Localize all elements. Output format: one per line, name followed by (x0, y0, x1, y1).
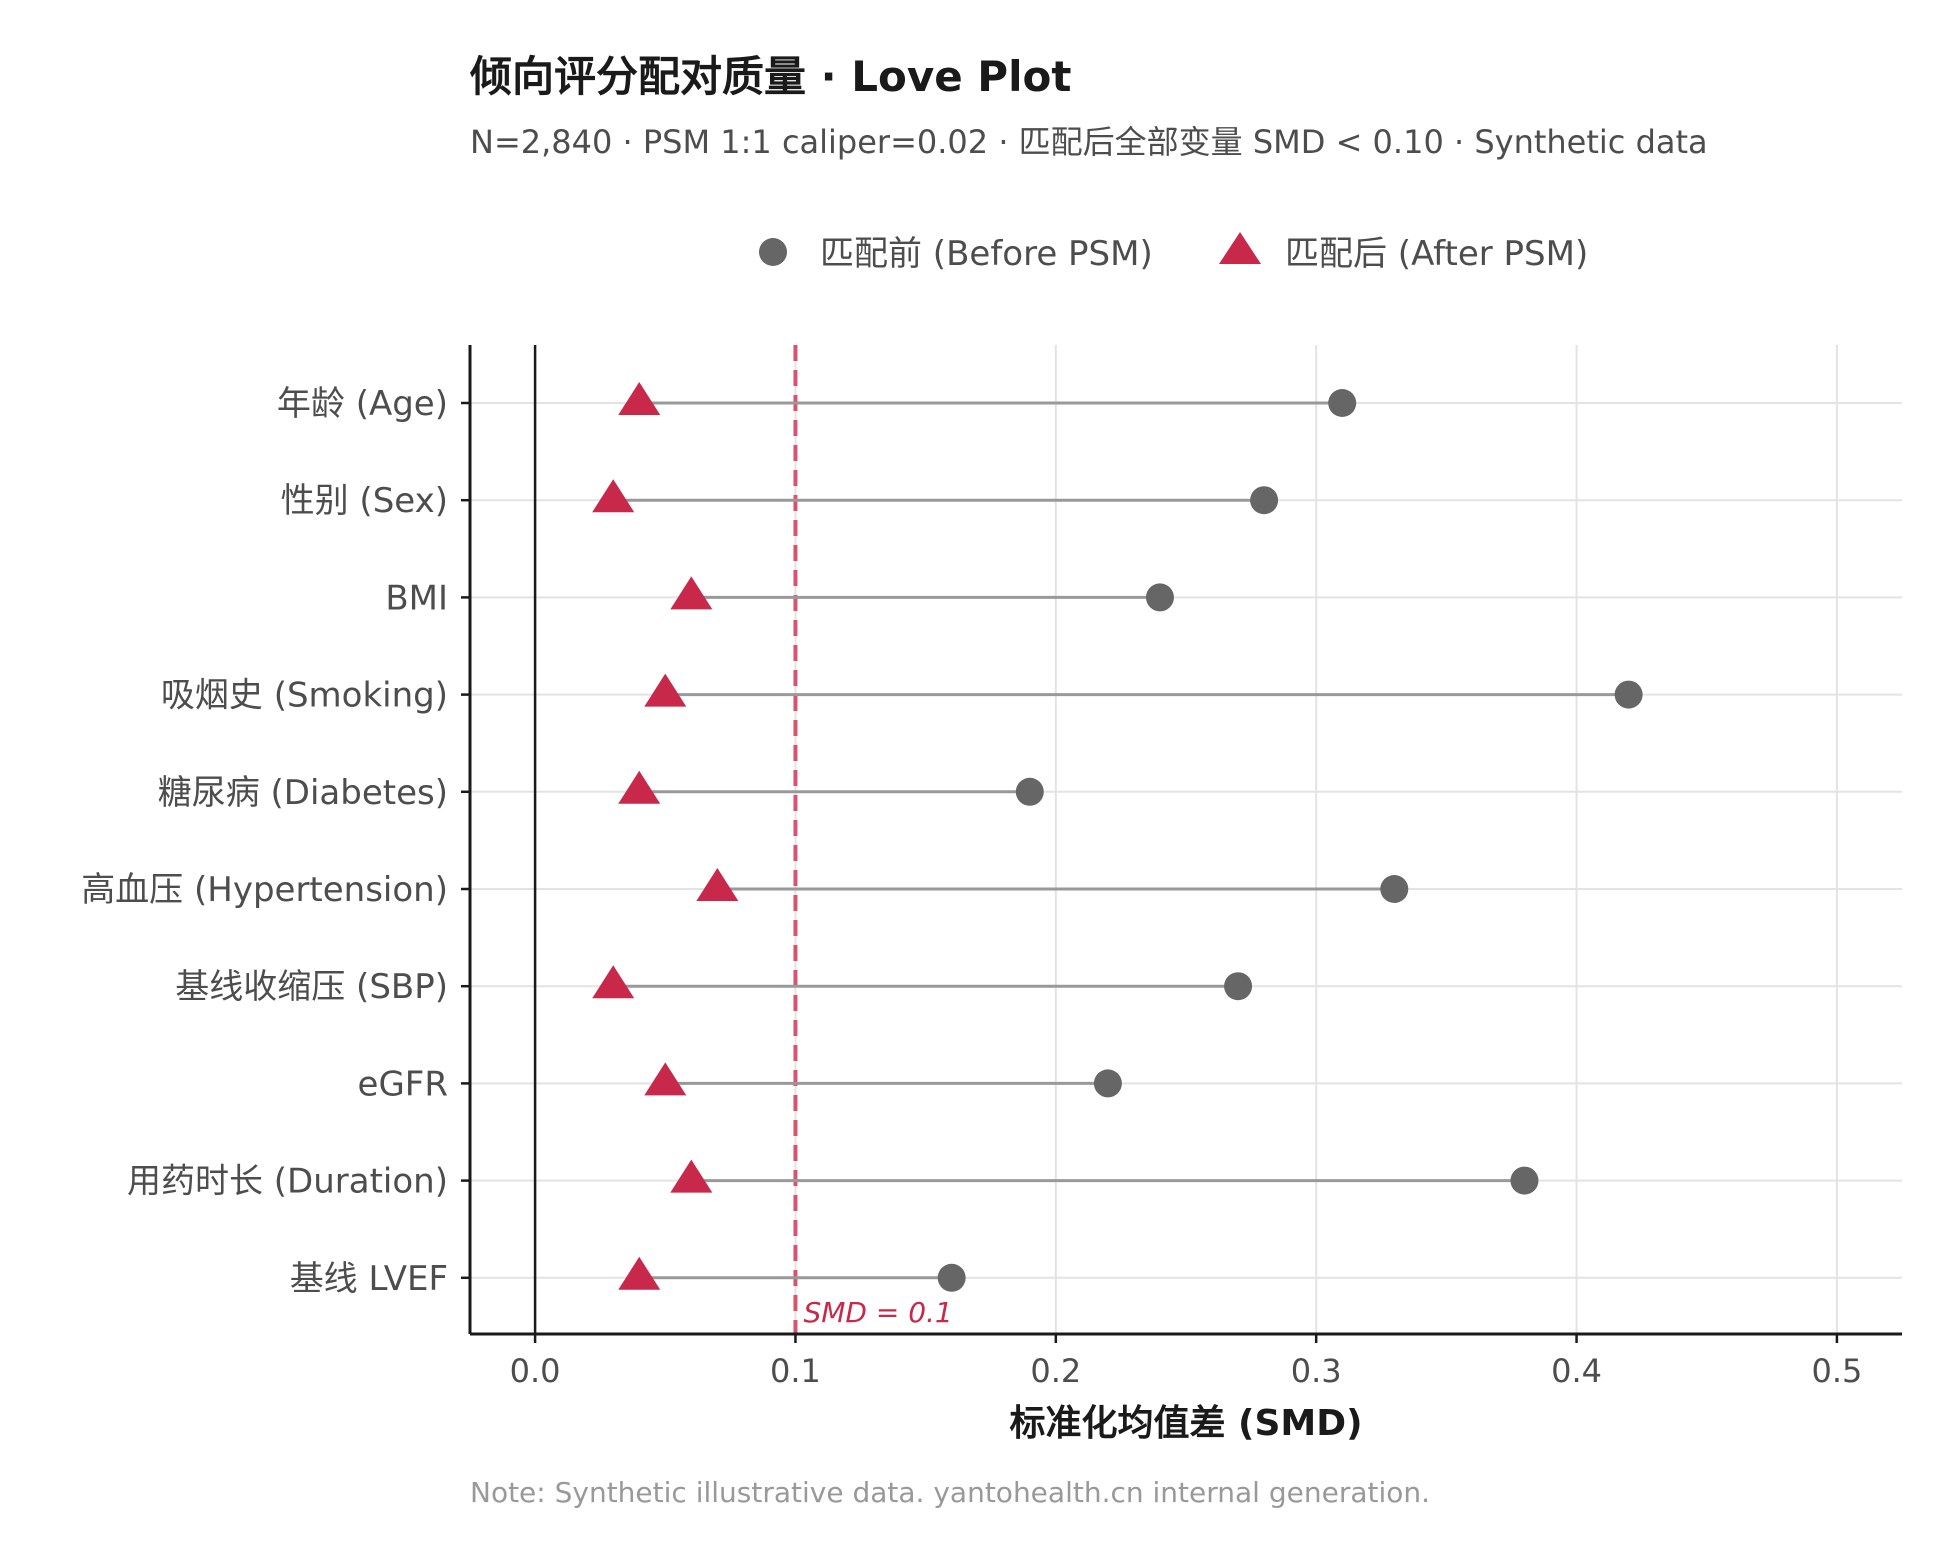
before-point (937, 1263, 966, 1292)
x-tick-label: 0.0 (510, 1352, 561, 1390)
x-tick-label: 0.1 (770, 1352, 821, 1390)
chart-subtitle: N=2,840 · PSM 1:1 caliper=0.02 · 匹配后全部变量… (470, 123, 1708, 161)
footnote: Note: Synthetic illustrative data. yanto… (470, 1476, 1430, 1509)
after-point (644, 673, 687, 707)
before-point (1224, 972, 1253, 1001)
y-tick-label: 用药时长 (Duration) (127, 1162, 448, 1202)
y-tick-label: 性别 (Sex) (281, 481, 448, 521)
y-tick-label: 糖尿病 (Diabetes) (158, 773, 448, 813)
before-point (1145, 583, 1174, 612)
before-point (1510, 1166, 1539, 1195)
after-point (644, 1062, 687, 1096)
y-tick-label: 高血压 (Hypertension) (81, 870, 448, 910)
after-point (670, 1159, 713, 1193)
x-tick-label: 0.5 (1811, 1352, 1862, 1390)
before-point (1380, 875, 1409, 903)
legend-before-label: 匹配前 (Before PSM) (820, 234, 1153, 274)
threshold-label: SMD = 0.1 (803, 1296, 952, 1329)
y-tick-label: 年龄 (Age) (277, 384, 448, 424)
x-tick-label: 0.2 (1030, 1352, 1081, 1390)
before-point (1093, 1069, 1122, 1098)
y-tick-label: 基线 LVEF (290, 1259, 448, 1299)
legend-before-marker (759, 238, 787, 266)
legend: 匹配前 (Before PSM) 匹配后 (After PSM) (759, 232, 1588, 274)
y-tick-label: eGFR (358, 1064, 448, 1104)
y-tick-label: 吸烟史 (Smoking) (161, 676, 448, 716)
x-tick-label: 0.3 (1291, 1352, 1342, 1390)
x-tick-label: 0.4 (1551, 1352, 1602, 1390)
after-point (618, 382, 661, 415)
legend-after-label: 匹配后 (After PSM) (1285, 234, 1588, 274)
after-point (618, 770, 661, 804)
after-point (696, 868, 739, 901)
y-tick-label: BMI (385, 578, 448, 618)
chart-title: 倾向评分配对质量 · Love Plot (469, 52, 1071, 101)
x-axis-label: 标准化均值差 (SMD) (1009, 1403, 1362, 1444)
before-point (1015, 777, 1044, 806)
legend-after-marker (1219, 232, 1261, 264)
after-point (618, 1256, 661, 1290)
after-point (592, 965, 635, 999)
after-point (592, 479, 635, 513)
after-point (670, 576, 713, 610)
y-tick-label: 基线收缩压 (SBP) (175, 967, 448, 1007)
plot-area: SMD = 0.1 0.0 0.1 0.2 0.3 0.4 0.5 年龄 (Age) 性别 (S… (81, 345, 1902, 1390)
before-point (1614, 680, 1643, 709)
before-point (1328, 389, 1357, 417)
before-point (1250, 486, 1279, 515)
